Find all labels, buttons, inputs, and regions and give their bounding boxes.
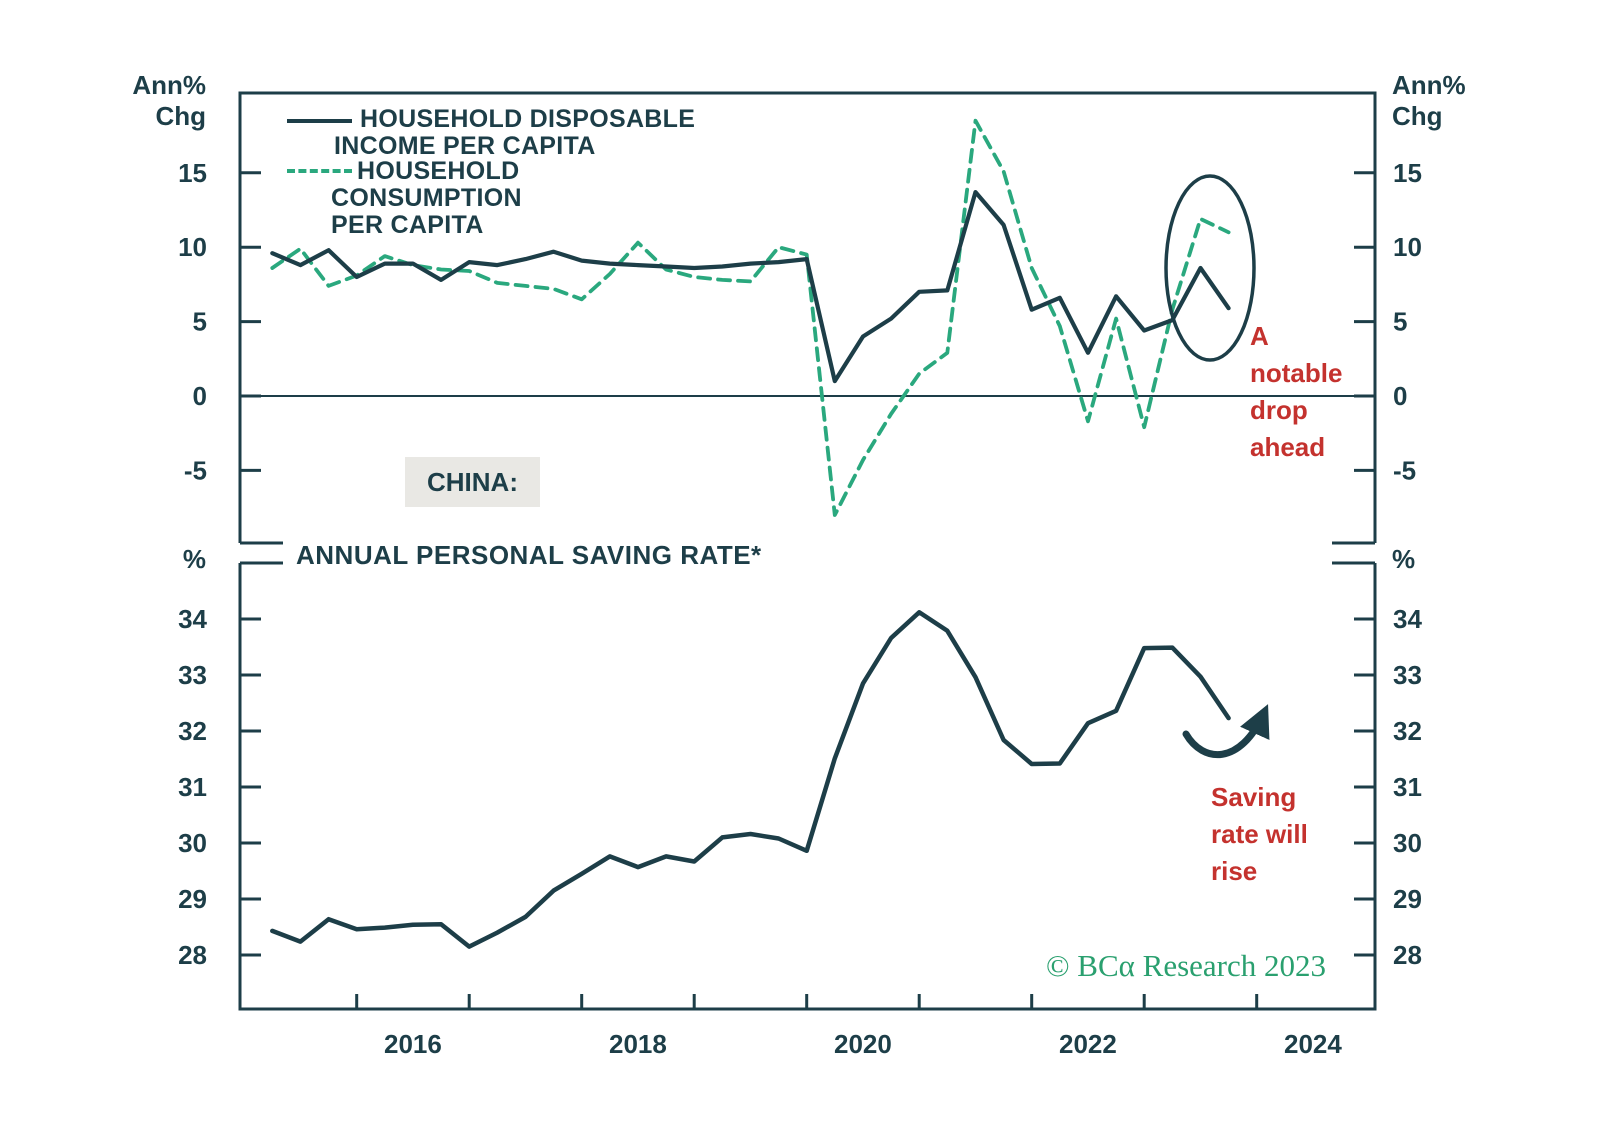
bca-research-credit: © BCα Research 2023 — [1046, 948, 1326, 983]
legend-income-label: HOUSEHOLD DISPOSABLE INCOME PER CAPITA — [334, 106, 695, 160]
china-label: CHINA: — [405, 457, 540, 507]
x-axis-tick-label: 2016 — [384, 1029, 442, 1059]
bottom-y-tick-label-left: 32 — [178, 716, 207, 746]
top-y-tick-label-right: 10 — [1393, 232, 1422, 262]
rise-arrow — [1182, 704, 1270, 759]
bottom-y-tick-label-left: 30 — [178, 828, 207, 858]
bottom-y-tick-label-left: 31 — [178, 772, 207, 802]
bottom-y-tick-label-right: 34 — [1393, 604, 1422, 634]
consumption-line — [270, 118, 1231, 517]
annotation-drop-ahead: A notable drop ahead — [1250, 321, 1343, 462]
top-y-tick-label-left: 10 — [178, 232, 207, 262]
legend-income-line2: INCOME PER CAPITA — [334, 132, 596, 160]
consumption-line-swatch — [287, 169, 352, 173]
top-y-tick-label-right: 15 — [1393, 158, 1422, 188]
panel-break-stubs — [240, 541, 1375, 565]
legend-income-line1: HOUSEHOLD DISPOSABLE — [360, 105, 696, 133]
x-axis-tick-label: 2024 — [1284, 1029, 1342, 1059]
bottom-y-tick-label-right: 28 — [1393, 940, 1422, 970]
saving-rate-line — [270, 610, 1231, 949]
x-axis-tick-label: 2020 — [834, 1029, 892, 1059]
y-axis-title-bottom-left: % — [182, 544, 206, 574]
top-panel-frame — [238, 91, 1377, 543]
bottom-y-tick-label-left: 34 — [178, 604, 207, 634]
bottom-y-tick-label-right: 30 — [1393, 828, 1422, 858]
top-y-tick-label-left: 0 — [193, 381, 207, 411]
bottom-y-tick-label-right: 33 — [1393, 660, 1422, 690]
legend-consumption-line1: HOUSEHOLD — [357, 157, 520, 185]
bottom-y-tick-label-right: 31 — [1393, 772, 1422, 802]
bottom-y-tick-label-right: 32 — [1393, 716, 1422, 746]
forecast-ellipse — [1164, 174, 1256, 362]
x-axis-tick-label: 2018 — [609, 1029, 667, 1059]
top-y-tick-label-left: -5 — [184, 455, 207, 485]
annotation-saving-rise: Saving rate will rise — [1211, 782, 1308, 886]
top-y-tick-label-right: -5 — [1393, 455, 1416, 485]
bottom-panel-title: ANNUAL PERSONAL SAVING RATE* — [296, 540, 762, 570]
y-axis-title-bottom-right: % — [1392, 544, 1416, 574]
x-axis-tick-label: 2022 — [1059, 1029, 1117, 1059]
y-axis-title-top-right: Ann% Chg — [1392, 70, 1466, 131]
bottom-y-tick-label-left: 29 — [178, 884, 207, 914]
top-y-tick-label-right: 5 — [1393, 307, 1407, 337]
bottom-y-tick-label-right: 29 — [1393, 884, 1422, 914]
top-y-tick-label-right: 0 — [1393, 381, 1407, 411]
legend-consumption-label: HOUSEHOLD CONSUMPTION PER CAPITA — [331, 158, 522, 239]
bottom-y-tick-label-left: 28 — [178, 940, 207, 970]
y-axis-title-top-left: Ann% Chg — [132, 70, 206, 131]
legend-consumption-line2: CONSUMPTION — [331, 184, 522, 212]
income-line-swatch — [287, 119, 352, 123]
top-y-tick-label-left: 15 — [178, 158, 207, 188]
bottom-y-tick-label-left: 33 — [178, 660, 207, 690]
income-line — [270, 190, 1231, 384]
top-y-tick-label-left: 5 — [193, 307, 207, 337]
legend-consumption-line3: PER CAPITA — [331, 211, 484, 239]
bottom-panel-frame — [238, 563, 1377, 1011]
